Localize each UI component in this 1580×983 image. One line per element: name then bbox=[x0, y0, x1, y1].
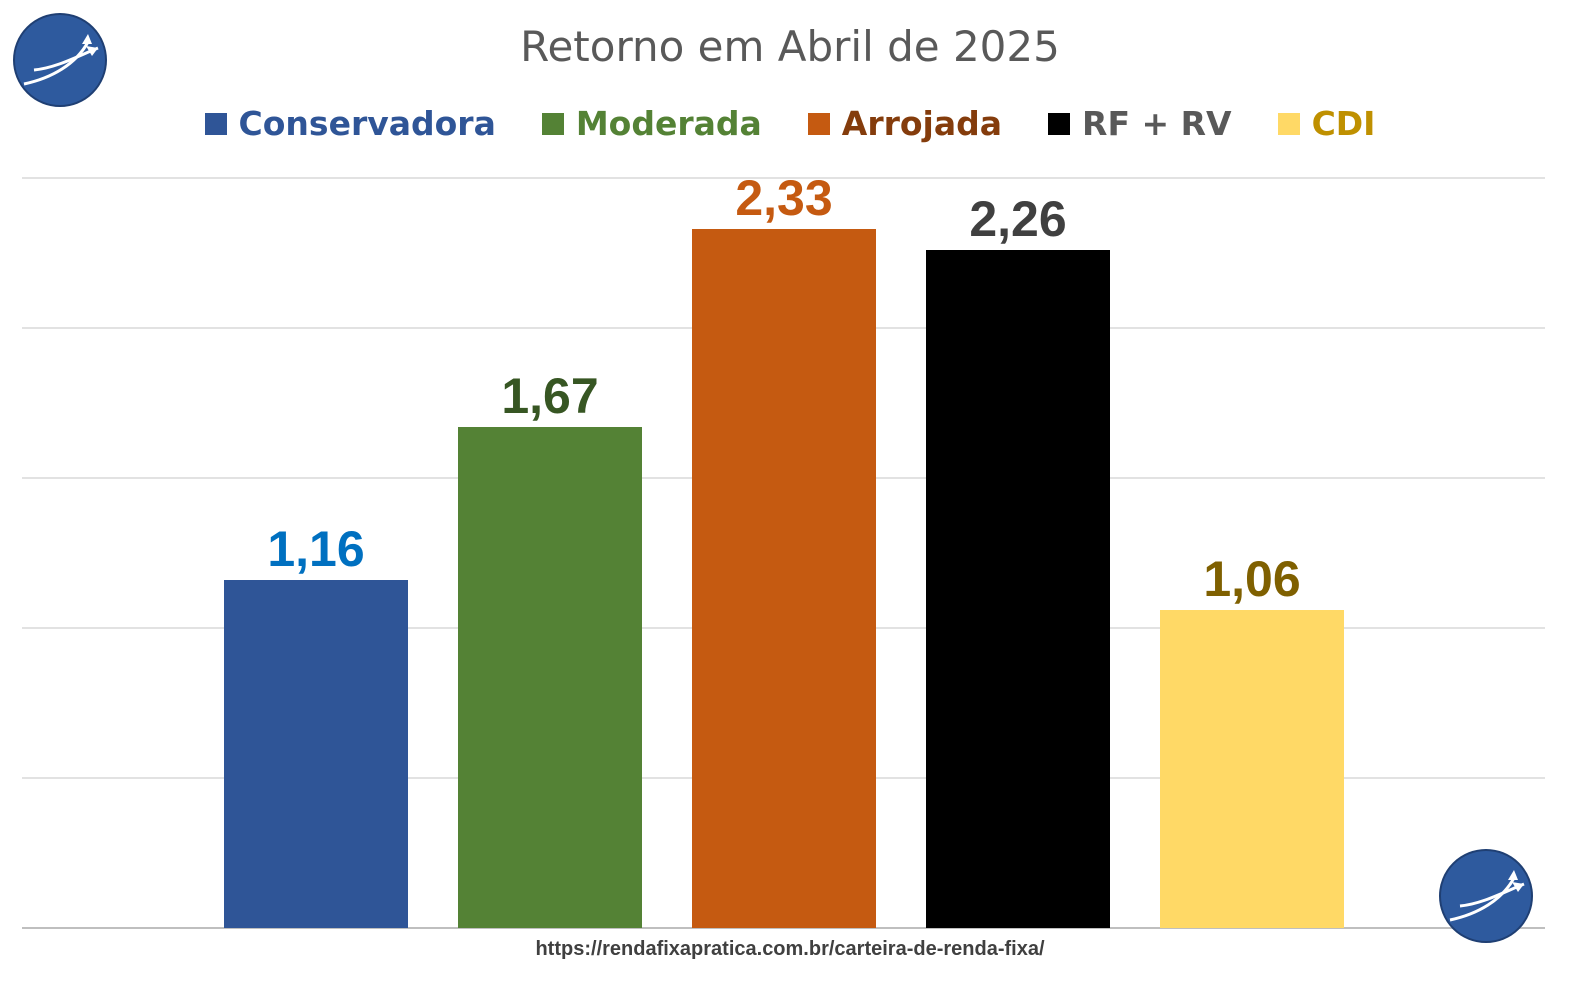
bar bbox=[926, 250, 1110, 928]
legend-label: Moderada bbox=[575, 104, 762, 143]
legend-label: RF + RV bbox=[1082, 104, 1232, 143]
legend-item: Conservadora bbox=[204, 104, 496, 143]
legend-swatch bbox=[807, 112, 830, 135]
legend-item: RF + RV bbox=[1048, 104, 1232, 143]
legend-swatch bbox=[1048, 112, 1071, 135]
bar bbox=[692, 229, 876, 928]
data-label: 2,26 bbox=[969, 191, 1066, 247]
data-label: 1,16 bbox=[267, 521, 364, 577]
legend-item: Moderada bbox=[541, 104, 762, 143]
legend-swatch bbox=[541, 112, 564, 135]
bar bbox=[1160, 610, 1344, 928]
logo-icon bbox=[13, 13, 107, 107]
legend-label: Arrojada bbox=[841, 104, 1003, 143]
legend: Conservadora Moderada Arrojada RF + RV CDI bbox=[0, 104, 1580, 143]
legend-item: Arrojada bbox=[807, 104, 1003, 143]
data-label: 1,67 bbox=[501, 368, 598, 424]
chart-title: Retorno em Abril de 2025 bbox=[520, 22, 1060, 71]
bar bbox=[458, 427, 642, 928]
legend-swatch bbox=[204, 112, 227, 135]
legend-label: Conservadora bbox=[238, 104, 496, 143]
legend-label: CDI bbox=[1311, 104, 1376, 143]
logo-icon bbox=[1439, 849, 1533, 943]
data-label: 1,06 bbox=[1203, 551, 1300, 607]
source-url[interactable]: https://rendafixapratica.com.br/carteira… bbox=[535, 938, 1045, 960]
bar bbox=[224, 580, 408, 928]
legend-swatch bbox=[1277, 112, 1300, 135]
legend-item: CDI bbox=[1277, 104, 1376, 143]
data-label: 2,33 bbox=[735, 170, 832, 226]
